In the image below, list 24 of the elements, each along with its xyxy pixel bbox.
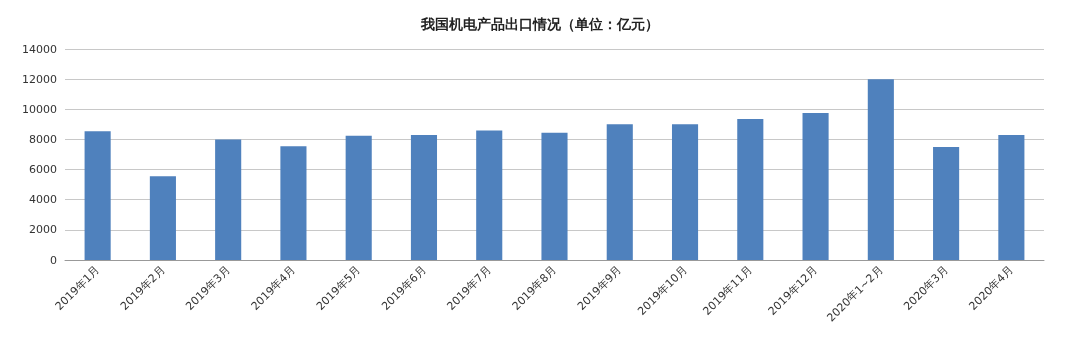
bar bbox=[215, 139, 242, 260]
bar bbox=[933, 146, 960, 260]
bar bbox=[149, 176, 176, 260]
y-tick-label: 6000 bbox=[29, 163, 57, 177]
bar bbox=[867, 79, 894, 260]
y-tick-label: 4000 bbox=[29, 193, 57, 207]
bar bbox=[606, 124, 633, 260]
y-tick-label: 2000 bbox=[29, 223, 57, 237]
bar bbox=[737, 119, 764, 260]
y-tick-label: 12000 bbox=[22, 72, 57, 86]
bar bbox=[671, 124, 699, 260]
bar bbox=[998, 134, 1025, 260]
bar bbox=[541, 132, 568, 260]
bar bbox=[345, 135, 372, 260]
bar bbox=[280, 146, 307, 260]
y-tick-label: 8000 bbox=[29, 132, 57, 146]
bar bbox=[410, 134, 438, 260]
y-tick-label: 10000 bbox=[22, 102, 57, 116]
y-tick-label: 0 bbox=[50, 253, 57, 267]
bar bbox=[802, 113, 829, 260]
bar bbox=[84, 131, 111, 260]
chart-title: 我国机电产品出口情况（单位：亿元） bbox=[420, 16, 659, 32]
bar bbox=[476, 130, 503, 260]
y-tick-label: 14000 bbox=[22, 42, 57, 56]
